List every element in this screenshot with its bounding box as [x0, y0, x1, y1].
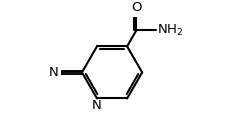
Text: NH$_2$: NH$_2$ [157, 23, 183, 38]
Text: N: N [49, 66, 58, 79]
Text: N: N [92, 99, 101, 112]
Text: O: O [131, 1, 142, 14]
